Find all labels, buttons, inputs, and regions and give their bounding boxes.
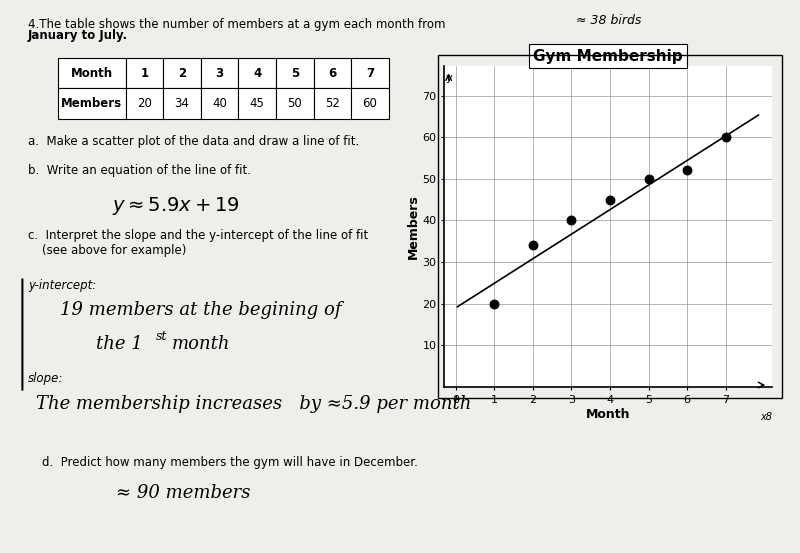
Text: 60: 60: [362, 97, 378, 110]
Text: $y \approx 5.9x+19$: $y \approx 5.9x+19$: [112, 195, 240, 217]
Text: month: month: [172, 335, 230, 353]
Text: x8: x8: [761, 412, 773, 422]
Text: 52: 52: [325, 97, 340, 110]
Text: 5: 5: [290, 67, 299, 80]
Text: 20: 20: [137, 97, 152, 110]
Y-axis label: Members: Members: [406, 194, 419, 259]
Text: 3: 3: [215, 67, 224, 80]
Text: b.  Write an equation of the line of fit.: b. Write an equation of the line of fit.: [28, 164, 251, 177]
Text: The membership increases   by ≈5.9 per month: The membership increases by ≈5.9 per mon…: [36, 395, 471, 414]
Text: 2: 2: [178, 67, 186, 80]
Point: [526, 241, 539, 250]
Text: a.  Make a scatter plot of the data and draw a line of fit.: a. Make a scatter plot of the data and d…: [28, 135, 359, 149]
Text: 6: 6: [328, 67, 337, 80]
Text: the 1: the 1: [96, 335, 142, 353]
Point: [681, 166, 694, 175]
Text: 7: 7: [366, 67, 374, 80]
Text: y: y: [446, 73, 452, 83]
Point: [719, 133, 732, 142]
Point: [603, 195, 616, 204]
Text: January to July.: January to July.: [28, 29, 128, 42]
Point: [565, 216, 578, 225]
Text: 50: 50: [287, 97, 302, 110]
Text: ≈ 38 birds: ≈ 38 birds: [576, 14, 642, 27]
Title: Gym Membership: Gym Membership: [533, 49, 683, 64]
Point: [488, 299, 501, 308]
Text: (see above for example): (see above for example): [42, 244, 186, 258]
Text: slope:: slope:: [28, 372, 63, 385]
Text: 1: 1: [140, 67, 149, 80]
X-axis label: Month: Month: [586, 408, 630, 420]
Text: Members: Members: [61, 97, 122, 110]
Text: 4: 4: [253, 67, 262, 80]
Text: y-intercept:: y-intercept:: [28, 279, 96, 293]
Text: 45: 45: [250, 97, 265, 110]
Text: ≈ 90 members: ≈ 90 members: [116, 484, 250, 502]
Text: 34: 34: [174, 97, 190, 110]
Text: 19 members at the begining of: 19 members at the begining of: [60, 301, 342, 320]
Text: 40: 40: [212, 97, 227, 110]
Text: c.  Interpret the slope and the y-intercept of the line of fit: c. Interpret the slope and the y-interce…: [28, 229, 368, 243]
Text: Month: Month: [70, 67, 113, 80]
Text: st: st: [156, 330, 167, 343]
Text: d.  Predict how many members the gym will have in December.: d. Predict how many members the gym will…: [42, 456, 418, 469]
Point: [642, 174, 655, 183]
Text: 4.The table shows the number of members at a gym each month from: 4.The table shows the number of members …: [28, 18, 450, 31]
